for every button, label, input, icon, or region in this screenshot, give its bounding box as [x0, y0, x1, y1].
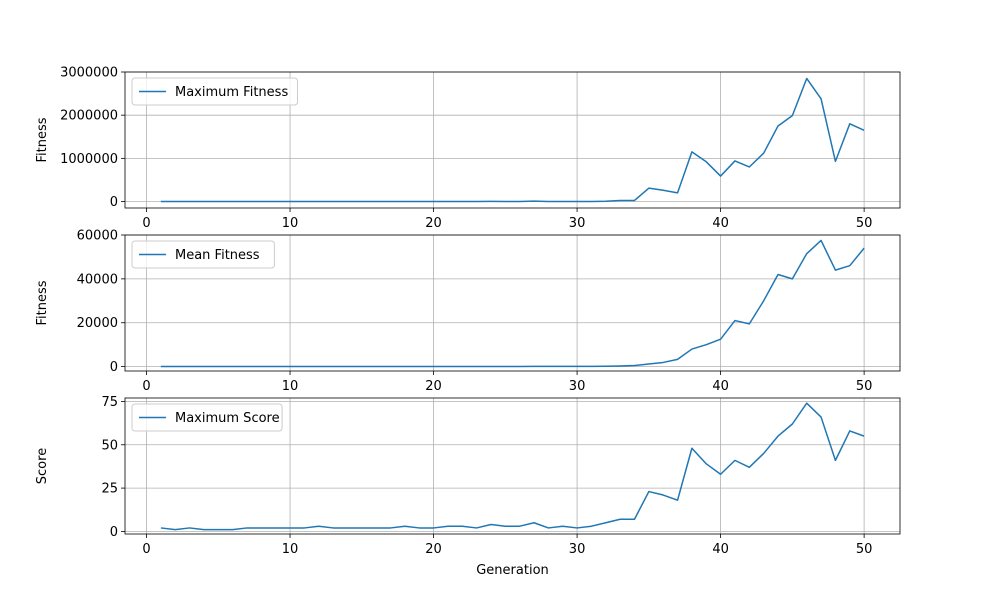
x-tick-label: 0 [142, 379, 150, 394]
legend: Maximum Score [131, 403, 283, 432]
legend-box [131, 240, 275, 269]
x-tick-label: 30 [569, 542, 586, 557]
x-tick-label: 40 [712, 542, 729, 557]
y-tick-label: 0 [110, 195, 118, 210]
x-tick-label: 50 [856, 379, 873, 394]
legend-box [131, 77, 298, 106]
legend-label: Mean Fitness [175, 248, 260, 263]
x-tick-label: 30 [569, 379, 586, 394]
legend: Maximum Fitness [131, 77, 298, 106]
plot-frame [124, 397, 901, 535]
subplots: 0 10 20 30 40 500100000020000003000000Fitness… [35, 66, 901, 578]
x-tick-label: 10 [282, 216, 299, 231]
legend-label: Maximum Score [175, 411, 280, 426]
y-tick-label: 0 [110, 360, 118, 375]
x-tick-label: 20 [425, 216, 442, 231]
y-tick-label: 60000 [77, 229, 118, 244]
legend-box [131, 403, 283, 432]
y-tick-label: 1000000 [60, 152, 118, 167]
y-tick-label: 20000 [77, 316, 118, 331]
x-tick-label: 10 [282, 542, 299, 557]
x-tick-label: 30 [569, 216, 586, 231]
x-tick-label: 0 [142, 216, 150, 231]
x-tick-label: 0 [142, 542, 150, 557]
x-tick-label: 50 [856, 216, 873, 231]
legend-label: Maximum Fitness [175, 85, 288, 100]
x-tick-label: 20 [425, 542, 442, 557]
plot-frame [124, 234, 901, 372]
y-axis-label: Fitness [35, 117, 50, 162]
subplot-3: 0 10 20 30 40 50 0 25 50 75 Score Generation Maximum… [35, 395, 901, 578]
x-tick-label: 10 [282, 379, 299, 394]
subplot-2: 0 10 20 30 40 50 0 20000 40000 60000 Fitness Mean F… [35, 229, 901, 394]
legend: Mean Fitness [131, 240, 275, 269]
y-tick-label: 25 [101, 482, 118, 497]
y-tick-label: 2000000 [60, 109, 118, 124]
y-axis-label: Score [35, 448, 50, 484]
series-line-mean-fitness [160, 239, 865, 368]
series-line-maximum-score [160, 402, 865, 531]
x-tick-label: 40 [712, 379, 729, 394]
plot-frame [124, 71, 901, 209]
y-tick-label: 0 [110, 525, 118, 540]
series-line-maximum-fitness [160, 77, 865, 203]
y-axis-label: Fitness [35, 280, 50, 325]
y-tick-label: 75 [101, 395, 118, 410]
x-tick-label: 50 [856, 542, 873, 557]
subplot-1: 0 10 20 30 40 50 0 1000000 2000000 3000000 Fitness… [35, 66, 901, 231]
x-axis-label: Generation [476, 563, 549, 578]
y-tick-label: 40000 [77, 272, 118, 287]
y-tick-label: 50 [101, 438, 118, 453]
y-tick-label: 3000000 [60, 66, 118, 81]
x-tick-label: 40 [712, 216, 729, 231]
x-tick-label: 20 [425, 379, 442, 394]
